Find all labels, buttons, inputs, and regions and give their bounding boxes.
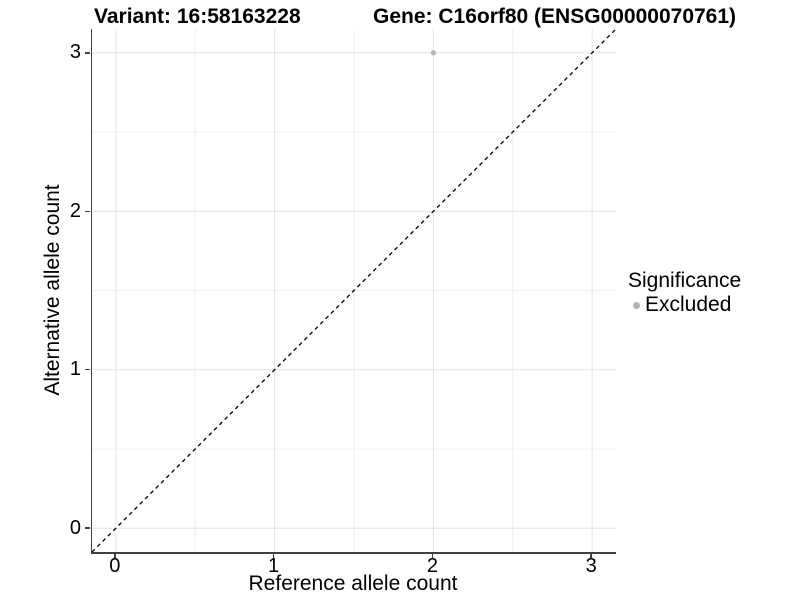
x-axis-tick-label: 0	[109, 555, 121, 577]
y-axis-tick	[84, 527, 90, 529]
x-axis-tick-label: 2	[426, 555, 438, 577]
x-axis-tick	[590, 554, 592, 559]
plot-canvas	[92, 29, 616, 552]
x-axis-tick-label: 1	[268, 555, 280, 577]
legend-item-excluded: Excluded	[628, 294, 741, 316]
x-axis-title: Reference allele count	[248, 572, 458, 595]
x-axis-tick-label: 3	[585, 555, 597, 577]
plot-panel	[91, 29, 616, 554]
y-axis-tick-label: 0	[69, 516, 81, 539]
y-axis-title: Alternative allele count	[41, 184, 64, 396]
y-axis-tick-label: 3	[69, 41, 81, 64]
x-axis-tick	[114, 554, 116, 559]
x-axis-tick	[272, 554, 275, 559]
excluded-point-swatch-icon	[633, 301, 640, 309]
gene-title: Gene: C16orf80 (ENSG00000070761)	[373, 5, 737, 28]
y-axis-tick	[84, 52, 90, 54]
x-axis-tick	[431, 554, 434, 559]
y-axis-tick	[84, 368, 90, 371]
identity-reference-line	[92, 29, 616, 552]
y-axis-tick	[84, 210, 90, 212]
legend: Significance Excluded	[628, 270, 741, 316]
legend-item-label: Excluded	[645, 293, 732, 316]
legend-title: Significance	[628, 269, 742, 292]
variant-title: Variant: 16:58163228	[94, 5, 301, 28]
y-axis-tick-label: 2	[69, 199, 81, 222]
data-point-excluded	[430, 50, 436, 56]
y-axis-tick-label: 1	[69, 358, 81, 381]
